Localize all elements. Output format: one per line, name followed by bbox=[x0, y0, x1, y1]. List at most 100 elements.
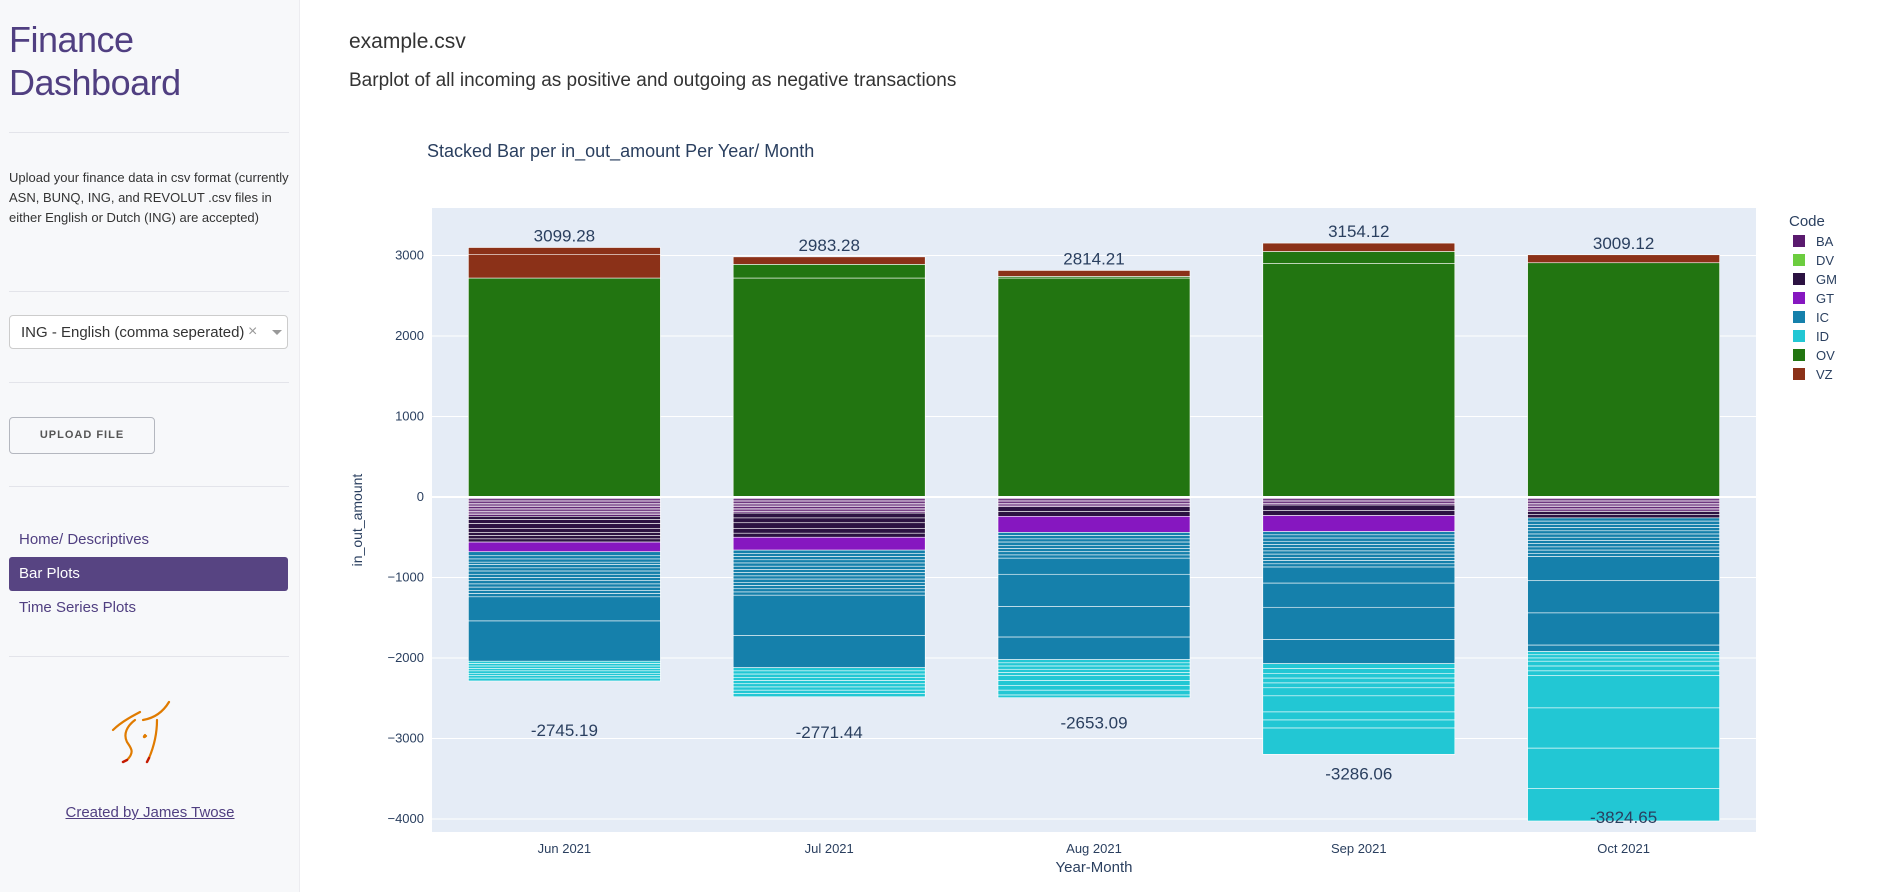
bar-segment-ic[interactable] bbox=[468, 561, 661, 565]
bar-segment-ic[interactable] bbox=[732, 569, 926, 573]
bar-segment-id[interactable] bbox=[1262, 682, 1456, 689]
bar-segment-ic[interactable] bbox=[1527, 520, 1720, 525]
bar-segment-id[interactable] bbox=[997, 662, 1191, 667]
bar-segment-ic[interactable] bbox=[1262, 557, 1456, 561]
legend-swatch-gm[interactable] bbox=[1793, 273, 1805, 285]
bar-segment-id[interactable] bbox=[1527, 665, 1720, 672]
legend-swatch-gt[interactable] bbox=[1793, 292, 1805, 304]
bar-segment-ic[interactable] bbox=[1262, 560, 1456, 565]
bar-segment-ic[interactable] bbox=[468, 567, 661, 572]
bar-segment-ic[interactable] bbox=[468, 620, 661, 662]
bar-segment-ic[interactable] bbox=[997, 573, 1191, 607]
bar-segment-ic[interactable] bbox=[468, 577, 661, 582]
bar-segment-ic[interactable] bbox=[1527, 540, 1720, 544]
legend-label-vz[interactable]: VZ bbox=[1816, 367, 1833, 382]
bar-segment-id[interactable] bbox=[1262, 711, 1456, 721]
bar-segment-id[interactable] bbox=[468, 675, 661, 679]
bar-segment-ic[interactable] bbox=[732, 578, 926, 583]
bar-segment-gm[interactable] bbox=[732, 522, 926, 529]
bar-segment-id[interactable] bbox=[1527, 670, 1720, 677]
bar-segment-ic[interactable] bbox=[468, 580, 661, 585]
bar-segment-id[interactable] bbox=[1262, 663, 1456, 669]
legend-label-ba[interactable]: BA bbox=[1816, 234, 1834, 249]
bar-segment-ic[interactable] bbox=[732, 553, 926, 557]
bar-segment-gm[interactable] bbox=[1527, 514, 1720, 519]
bar-segment-gt[interactable] bbox=[997, 516, 1191, 533]
bar-segment-id[interactable] bbox=[997, 665, 1191, 670]
bar-segment-id[interactable] bbox=[997, 659, 1191, 664]
legend[interactable]: Code BA DV GM GT IC ID OV VZ bbox=[1789, 213, 1837, 382]
bar-segment-id[interactable] bbox=[997, 694, 1191, 698]
bar-segment-id[interactable] bbox=[732, 677, 926, 681]
bar-segment-ic[interactable] bbox=[732, 572, 926, 577]
bar-segment-gm[interactable] bbox=[468, 519, 661, 524]
bar-segment-id[interactable] bbox=[1262, 727, 1456, 755]
bar-segment-gm[interactable] bbox=[732, 517, 926, 524]
bar-segment-gm[interactable] bbox=[1527, 511, 1720, 516]
bar-segment-id[interactable] bbox=[1262, 672, 1456, 679]
bar-segment-ic[interactable] bbox=[1262, 531, 1456, 536]
legend-label-ov[interactable]: OV bbox=[1816, 348, 1835, 363]
bar-segment-ic[interactable] bbox=[997, 532, 1191, 536]
legend-label-dv[interactable]: DV bbox=[1816, 253, 1834, 268]
bar-segment-ic[interactable] bbox=[1262, 582, 1456, 608]
bar-segment-id[interactable] bbox=[732, 686, 926, 691]
bar-segment-vz[interactable] bbox=[468, 247, 661, 255]
bar-segment-gm[interactable] bbox=[997, 511, 1191, 517]
bar-segment-id[interactable] bbox=[468, 663, 661, 667]
bar-segment-id[interactable] bbox=[1527, 675, 1720, 709]
bar-segment-ov[interactable] bbox=[1262, 251, 1456, 264]
bar-segment-id[interactable] bbox=[997, 672, 1191, 677]
bar-segment-ic[interactable] bbox=[468, 570, 661, 575]
bar-segment-id[interactable] bbox=[732, 667, 926, 672]
bar-segment-ic[interactable] bbox=[732, 582, 926, 586]
bar-segment-id[interactable] bbox=[997, 680, 1191, 686]
bar-segment-gt[interactable] bbox=[468, 541, 661, 553]
bar-segment-id[interactable] bbox=[732, 673, 926, 678]
bar-segment-ic[interactable] bbox=[468, 590, 661, 594]
bar-segment-vz[interactable] bbox=[1262, 242, 1456, 252]
bar-segment-ic[interactable] bbox=[997, 535, 1191, 540]
bar-segment-id[interactable] bbox=[468, 668, 661, 672]
bar-segment-gm[interactable] bbox=[997, 506, 1191, 512]
bar-segment-gt[interactable] bbox=[732, 536, 926, 551]
bar-segment-ic[interactable] bbox=[732, 562, 926, 567]
bar-segment-ic[interactable] bbox=[1527, 546, 1720, 551]
bar-segment-gm[interactable] bbox=[468, 538, 661, 543]
bar-segment-ic[interactable] bbox=[1262, 566, 1456, 584]
bar-segment-ov[interactable] bbox=[997, 277, 1191, 498]
bar-segment-ic[interactable] bbox=[1527, 549, 1720, 554]
legend-label-ic[interactable]: IC bbox=[1816, 310, 1829, 325]
nav-bar-plots[interactable]: Bar Plots bbox=[9, 557, 288, 591]
bar-segment-id[interactable] bbox=[1527, 747, 1720, 789]
bar-segment-ic[interactable] bbox=[1527, 536, 1720, 541]
bar-segment-ic[interactable] bbox=[468, 583, 661, 588]
bar-segment-ic[interactable] bbox=[1527, 612, 1720, 646]
bar-segment-id[interactable] bbox=[1527, 660, 1720, 667]
bar-segment-ov[interactable] bbox=[732, 277, 926, 498]
bar-segment-id[interactable] bbox=[1527, 707, 1720, 749]
bar-segment-id[interactable] bbox=[997, 689, 1191, 696]
legend-swatch-ov[interactable] bbox=[1793, 349, 1805, 361]
bar-segment-id[interactable] bbox=[1262, 719, 1456, 729]
bar-segment-gm[interactable] bbox=[468, 528, 661, 533]
bar-segment-ov[interactable] bbox=[1262, 263, 1456, 498]
bar-segment-ov[interactable] bbox=[468, 277, 661, 498]
bar-segment-id[interactable] bbox=[1262, 677, 1456, 684]
bar-segment-ic[interactable] bbox=[468, 558, 661, 563]
bar-segment-id[interactable] bbox=[468, 660, 661, 664]
bar-segment-ic[interactable] bbox=[1262, 639, 1456, 664]
bar-segment-ic[interactable] bbox=[732, 565, 926, 570]
bar-segment-id[interactable] bbox=[1527, 651, 1720, 656]
bar-segment-ic[interactable] bbox=[997, 548, 1191, 553]
bar-segment-vz[interactable] bbox=[1527, 254, 1720, 264]
clear-icon[interactable]: × bbox=[248, 323, 258, 340]
bar-segment-ic[interactable] bbox=[1527, 533, 1720, 538]
bar-segment-gm[interactable] bbox=[732, 532, 926, 538]
bar-segment-ic[interactable] bbox=[1527, 517, 1720, 522]
bar-segment-gm[interactable] bbox=[468, 523, 661, 529]
bar-segment-id[interactable] bbox=[1527, 657, 1720, 662]
bar-segment-gm[interactable] bbox=[468, 535, 661, 540]
bar-segment-ov[interactable] bbox=[732, 264, 926, 279]
bar-segment-ic[interactable] bbox=[468, 596, 661, 622]
